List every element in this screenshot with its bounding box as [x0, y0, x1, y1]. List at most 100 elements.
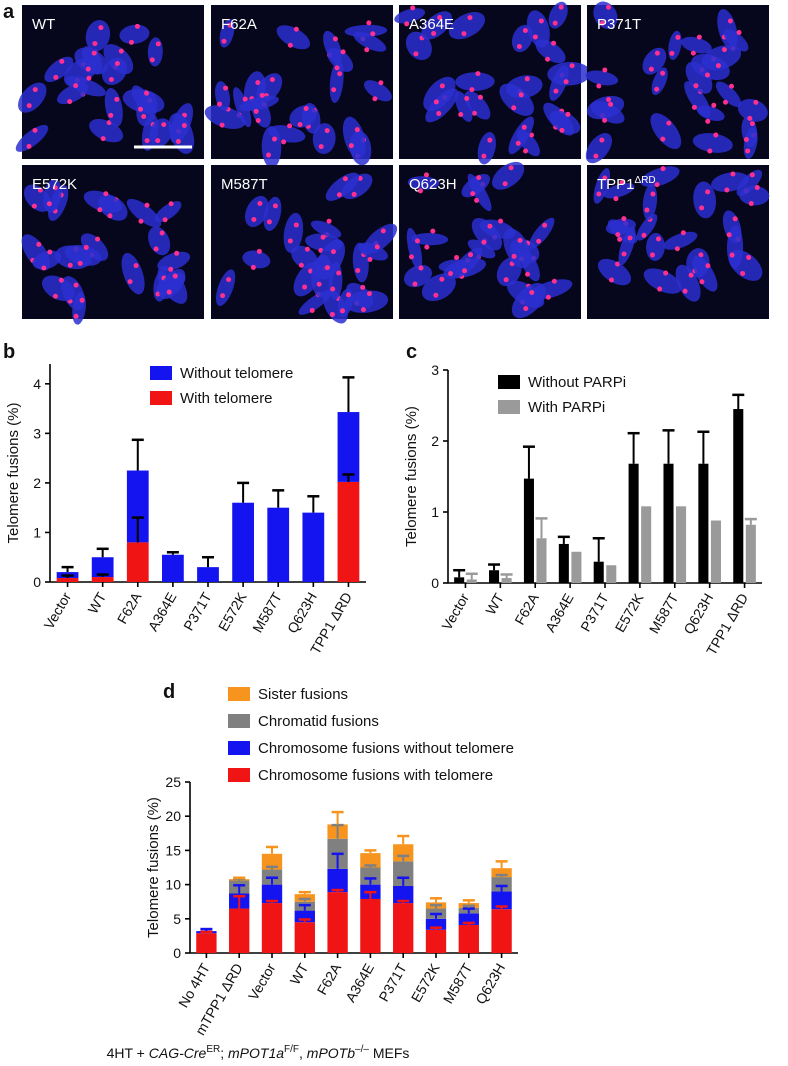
- chromosome: [423, 76, 456, 112]
- telomere-dot: [168, 266, 174, 272]
- legend-swatch: [228, 687, 250, 701]
- x-tick-label: P371T: [375, 960, 410, 1004]
- telomere-dot: [696, 34, 702, 40]
- image-label-text: TPP1: [597, 176, 635, 193]
- panel-letter: c: [406, 341, 417, 363]
- telomere-dot: [31, 203, 37, 209]
- telomere-dot: [660, 136, 666, 142]
- chromosome: [535, 39, 566, 64]
- chromosome: [261, 126, 282, 169]
- telomere-dot: [153, 246, 159, 252]
- error-bar: [298, 903, 311, 911]
- error-bar: [397, 876, 410, 886]
- error-bar: [430, 903, 442, 909]
- telomere-dot: [281, 139, 287, 145]
- telomere-dot: [85, 66, 91, 72]
- chromosome: [83, 190, 123, 213]
- footnote-part: ;: [220, 1045, 228, 1061]
- telomere-dot: [545, 56, 551, 62]
- telomere-dot: [713, 132, 719, 138]
- telomere-dot: [155, 138, 161, 144]
- error-bar: [61, 565, 74, 573]
- image-label: P371T: [597, 16, 641, 33]
- bar-segment: [91, 557, 114, 578]
- telomere-dot: [721, 47, 727, 53]
- telomere-dot: [641, 232, 647, 238]
- bar-segment: [302, 512, 325, 582]
- telomere-dot: [621, 251, 627, 257]
- telomere-dot: [476, 175, 482, 181]
- bar: [745, 524, 756, 583]
- telomere-dot: [551, 40, 557, 46]
- telomere-dot: [217, 101, 223, 107]
- error-bar: [488, 563, 501, 571]
- telomere-dot: [242, 96, 248, 102]
- telomere-dot: [704, 72, 710, 78]
- telomere-dot: [77, 260, 83, 266]
- x-tick-label: M587T: [440, 960, 476, 1006]
- telomere-dot: [517, 237, 523, 243]
- x-tick-label: M587T: [249, 589, 285, 635]
- telomere-dot: [266, 219, 272, 225]
- y-axis-title: Telomere fusions (%): [5, 403, 22, 544]
- telomere-dot: [663, 270, 669, 276]
- error-bar: [462, 907, 475, 914]
- error-bar: [272, 489, 285, 508]
- telomere-dot: [461, 31, 467, 37]
- legend-label: Without PARPi: [528, 374, 626, 391]
- telomere-dot: [83, 244, 89, 250]
- chromosome: [394, 8, 426, 24]
- telomere-dot: [144, 138, 150, 144]
- telomere-dot: [58, 277, 64, 283]
- chromosome: [342, 116, 366, 159]
- chromosome: [421, 273, 456, 302]
- x-tick-label: Q623H: [472, 961, 508, 1007]
- telomere-dot: [91, 50, 97, 56]
- legend-label: With telomere: [180, 390, 273, 407]
- telomere-dot: [503, 277, 509, 283]
- telomere-dot: [619, 180, 625, 186]
- telomere-dot: [181, 123, 187, 129]
- error-bar: [166, 551, 179, 555]
- chromosome: [315, 239, 346, 280]
- telomere-dot: [26, 103, 32, 109]
- error-bar: [465, 572, 478, 580]
- telomere-dot: [609, 277, 615, 283]
- telomere-dot: [26, 143, 32, 149]
- micrograph: TPP1ΔRD: [587, 165, 770, 319]
- telomere-dot: [467, 15, 473, 21]
- telomere-dot: [732, 216, 738, 222]
- telomere-dot: [565, 111, 571, 117]
- telomere-dot: [515, 140, 521, 146]
- x-tick-label: Q623H: [680, 591, 716, 637]
- bar: [466, 579, 477, 583]
- chromosome: [126, 198, 162, 228]
- chromosome: [406, 227, 423, 271]
- bar-segment: [261, 903, 283, 953]
- image-label-text: WT: [32, 16, 55, 33]
- telomere-dot: [711, 102, 717, 108]
- telomere-dot: [162, 217, 168, 223]
- telomere-dot: [287, 238, 293, 244]
- x-tick-label: P371T: [577, 590, 612, 634]
- micrograph: P371T: [585, 1, 769, 164]
- telomere-dot: [699, 279, 705, 285]
- legend-label: With PARPi: [528, 399, 605, 416]
- telomere-dot: [95, 236, 101, 242]
- error-bar: [500, 573, 513, 579]
- error-bar: [397, 834, 410, 845]
- chromosome: [715, 81, 742, 108]
- bar-segment: [327, 892, 348, 953]
- chromosome: [325, 172, 360, 201]
- x-tick-label: Q623H: [284, 590, 320, 636]
- error-bar: [342, 376, 355, 413]
- error-bar: [266, 845, 278, 854]
- telomere-dot: [412, 281, 418, 287]
- bar-segment: [425, 918, 447, 930]
- image-label-text: Q623H: [409, 176, 457, 193]
- chromosome: [283, 212, 304, 254]
- telomere-dot: [518, 92, 524, 98]
- telomere-dot: [644, 207, 650, 213]
- error-bar: [61, 574, 74, 579]
- bar-segment: [267, 507, 290, 582]
